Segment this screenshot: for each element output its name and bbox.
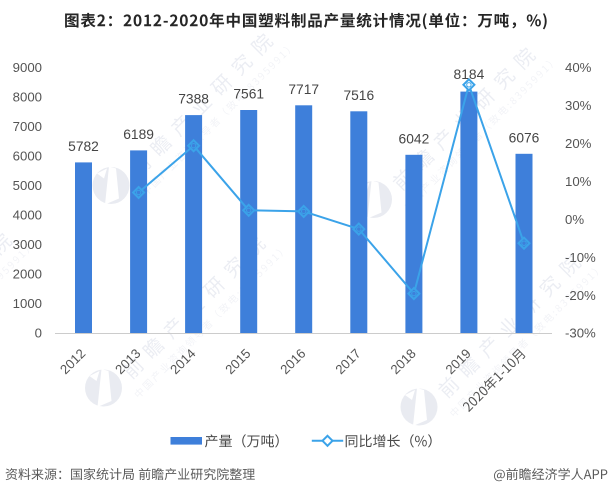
svg-text:30%: 30%	[565, 98, 592, 113]
svg-text:40%: 40%	[565, 60, 592, 75]
svg-text:7717: 7717	[288, 82, 319, 97]
svg-text:0%: 0%	[565, 212, 584, 227]
svg-text:7561: 7561	[233, 87, 264, 102]
svg-text:8000: 8000	[13, 90, 42, 105]
svg-text:-30%: -30%	[565, 326, 596, 341]
svg-text:7000: 7000	[13, 119, 42, 134]
svg-text:8184: 8184	[454, 67, 485, 82]
svg-text:1000: 1000	[13, 296, 42, 311]
svg-text:9000: 9000	[13, 60, 42, 75]
svg-text:6076: 6076	[509, 130, 540, 145]
svg-text:10%: 10%	[565, 174, 592, 189]
svg-text:0: 0	[35, 326, 42, 341]
svg-text:3000: 3000	[13, 237, 42, 252]
svg-text:5782: 5782	[68, 139, 99, 154]
svg-text:2000: 2000	[13, 267, 42, 282]
svg-text:4000: 4000	[13, 208, 42, 223]
svg-text:6189: 6189	[123, 127, 154, 142]
svg-text:20%: 20%	[565, 136, 592, 151]
svg-text:6000: 6000	[13, 149, 42, 164]
svg-text:7516: 7516	[343, 88, 374, 103]
svg-text:7388: 7388	[178, 92, 209, 107]
svg-text:6042: 6042	[399, 131, 430, 146]
svg-text:-10%: -10%	[565, 250, 596, 265]
svg-text:5000: 5000	[13, 178, 42, 193]
svg-text:-20%: -20%	[565, 288, 596, 303]
